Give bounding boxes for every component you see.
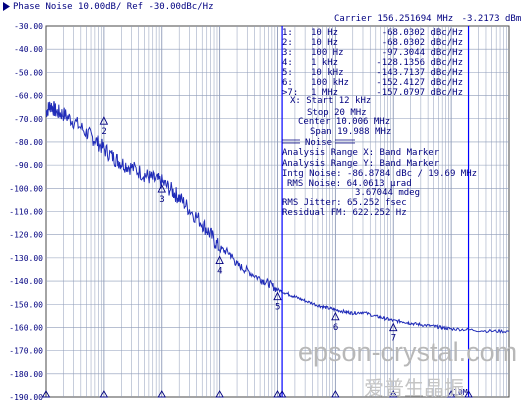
marker-row-value: -157.0797 dBc/Hz bbox=[376, 88, 463, 98]
y-tick-label: -190.00 bbox=[9, 393, 43, 402]
analysis-range-y: Analysis Range Y: Band Marker bbox=[282, 159, 440, 169]
marker-table: 1: 10 Hz -68.0302 dBc/Hz 2: 10 Hz -68.0302 dB… bbox=[282, 28, 463, 98]
grid bbox=[46, 26, 509, 397]
marker-row-value: -152.4127 dBc/Hz bbox=[376, 78, 463, 88]
y-tick-label: -140.00 bbox=[9, 277, 43, 286]
marker-row-id: 1: bbox=[282, 28, 293, 38]
marker-row-freq: 10 Hz bbox=[311, 38, 338, 48]
watermark-chinese: 爱普生晶振 bbox=[364, 376, 464, 400]
analysis-span: Span 19.988 MHz bbox=[310, 127, 391, 137]
y-tick-label: -90.00 bbox=[14, 161, 43, 170]
bottom-marker-tick[interactable] bbox=[41, 390, 51, 398]
marker-4[interactable] bbox=[215, 255, 224, 265]
marker-row-id: 2: bbox=[282, 38, 293, 48]
marker-group: 2 3 4 5 6 7 bbox=[99, 116, 398, 344]
phase-noise-trace bbox=[45, 101, 510, 334]
marker-row-id: 5: bbox=[282, 68, 293, 78]
y-tick-label: -110.00 bbox=[9, 208, 43, 217]
marker-row-freq: 100 Hz bbox=[311, 48, 344, 58]
marker-row-freq: 1 kHz bbox=[311, 58, 338, 68]
residual-fm: Residual FM: 622.252 Hz bbox=[282, 208, 407, 218]
marker-row-id: 4: bbox=[282, 58, 293, 68]
trace-select-icon[interactable] bbox=[3, 2, 11, 11]
watermark-text: epson-crystal.com bbox=[298, 337, 518, 367]
y-tick-label: -120.00 bbox=[9, 231, 43, 240]
marker-row-value: -128.1356 dBc/Hz bbox=[376, 58, 463, 68]
marker-7[interactable] bbox=[389, 322, 398, 332]
marker-row-freq: 100 kHz bbox=[311, 78, 349, 88]
marker-label-6: 6 bbox=[333, 323, 338, 333]
carrier-readout: Carrier 156.251694 MHz -3.2173 dBm bbox=[334, 14, 521, 24]
marker-row-id: 3: bbox=[282, 48, 293, 58]
y-tick-label: -150.00 bbox=[9, 300, 43, 309]
y-tick-label: -180.00 bbox=[9, 370, 43, 379]
bottom-marker-tick[interactable] bbox=[331, 390, 340, 398]
analysis-range-x: Analysis Range X: Band Marker bbox=[282, 148, 440, 158]
y-tick-label: -70.00 bbox=[14, 115, 43, 124]
y-tick-label: -100.00 bbox=[9, 184, 43, 193]
bottom-marker-tick[interactable] bbox=[215, 390, 224, 398]
marker-label-2: 2 bbox=[101, 127, 106, 137]
marker-row-value: -68.0302 dBc/Hz bbox=[382, 28, 463, 38]
analysis-x-stop: Stop 20 MHz bbox=[307, 108, 367, 118]
rms-noise-rad: RMS Noise: 64.0613 µrad bbox=[287, 179, 412, 189]
x-tick-labels: 10M bbox=[453, 388, 468, 397]
bottom-marker-tick[interactable] bbox=[99, 390, 109, 398]
y-tick-label: -170.00 bbox=[9, 347, 43, 356]
marker-row-freq: 10 Hz bbox=[311, 28, 338, 38]
x-tick-label: 10M bbox=[453, 388, 468, 397]
bottom-marker-tick[interactable] bbox=[446, 390, 456, 398]
y-tick-labels: -30.00 -40.00 -50.00 -60.00 -70.00 -80.00 -90.… bbox=[9, 22, 43, 402]
analysis-center: Center 10.006 MHz bbox=[298, 117, 390, 127]
bottom-marker-tick[interactable] bbox=[157, 390, 167, 398]
marker-label-5: 5 bbox=[275, 303, 280, 313]
y-tick-label: -40.00 bbox=[14, 45, 43, 54]
bottom-marker-tick[interactable] bbox=[388, 390, 398, 398]
marker-5[interactable] bbox=[273, 291, 282, 301]
bottom-marker-ticks bbox=[41, 390, 473, 398]
marker-row-value: -143.7137 dBc/Hz bbox=[376, 68, 463, 78]
marker-info-panel: 1: 10 Hz -68.0302 dBc/Hz 2: 10 Hz -68.0302 dB… bbox=[282, 28, 477, 218]
carrier-frequency: Carrier 156.251694 MHz bbox=[334, 14, 454, 24]
marker-row-freq: 10 kHz bbox=[311, 68, 344, 78]
band-marker-tick[interactable] bbox=[464, 390, 473, 398]
noise-header-label: Noise bbox=[305, 138, 332, 148]
marker-row-id: 6: bbox=[282, 78, 293, 88]
rms-noise-deg: 3.67044 mdeg bbox=[355, 188, 420, 198]
marker-row-value: -68.0302 dBc/Hz bbox=[382, 38, 463, 48]
y-tick-label: -50.00 bbox=[14, 68, 43, 77]
marker-label-3: 3 bbox=[159, 195, 164, 205]
carrier-power: -3.2173 dBm bbox=[461, 14, 521, 24]
marker-row-freq: 1 MHz bbox=[311, 88, 338, 98]
marker-2[interactable] bbox=[99, 116, 109, 125]
marker-row-id: >7: bbox=[282, 88, 298, 98]
y-tick-label: -130.00 bbox=[9, 254, 43, 263]
marker-3[interactable] bbox=[157, 184, 166, 193]
y-tick-label: -60.00 bbox=[14, 92, 43, 101]
bottom-marker-tick[interactable] bbox=[273, 390, 282, 398]
trace-title: Phase Noise 10.00dB/ Ref -30.00dBc/Hz bbox=[13, 2, 214, 12]
noise-header: Noise bbox=[282, 138, 355, 148]
marker-label-7: 7 bbox=[391, 334, 396, 344]
y-tick-label: -80.00 bbox=[14, 138, 43, 147]
analysis-x-start: X: Start 12 kHz bbox=[290, 96, 371, 106]
marker-row-value: -97.3044 dBc/Hz bbox=[382, 48, 463, 58]
y-tick-label: -160.00 bbox=[9, 323, 43, 332]
integrated-noise: Intg Noise: -86.8784 dBc / 19.69 MHz bbox=[282, 169, 477, 179]
title-bar: Phase Noise 10.00dB/ Ref -30.00dBc/Hz bbox=[0, 0, 521, 16]
y-tick-label: -30.00 bbox=[14, 22, 43, 31]
marker-label-4: 4 bbox=[217, 267, 222, 277]
rms-jitter: RMS Jitter: 65.252 fsec bbox=[282, 198, 407, 208]
band-markers bbox=[281, 26, 470, 397]
marker-6[interactable] bbox=[331, 311, 340, 321]
band-marker-tick[interactable] bbox=[277, 390, 287, 398]
